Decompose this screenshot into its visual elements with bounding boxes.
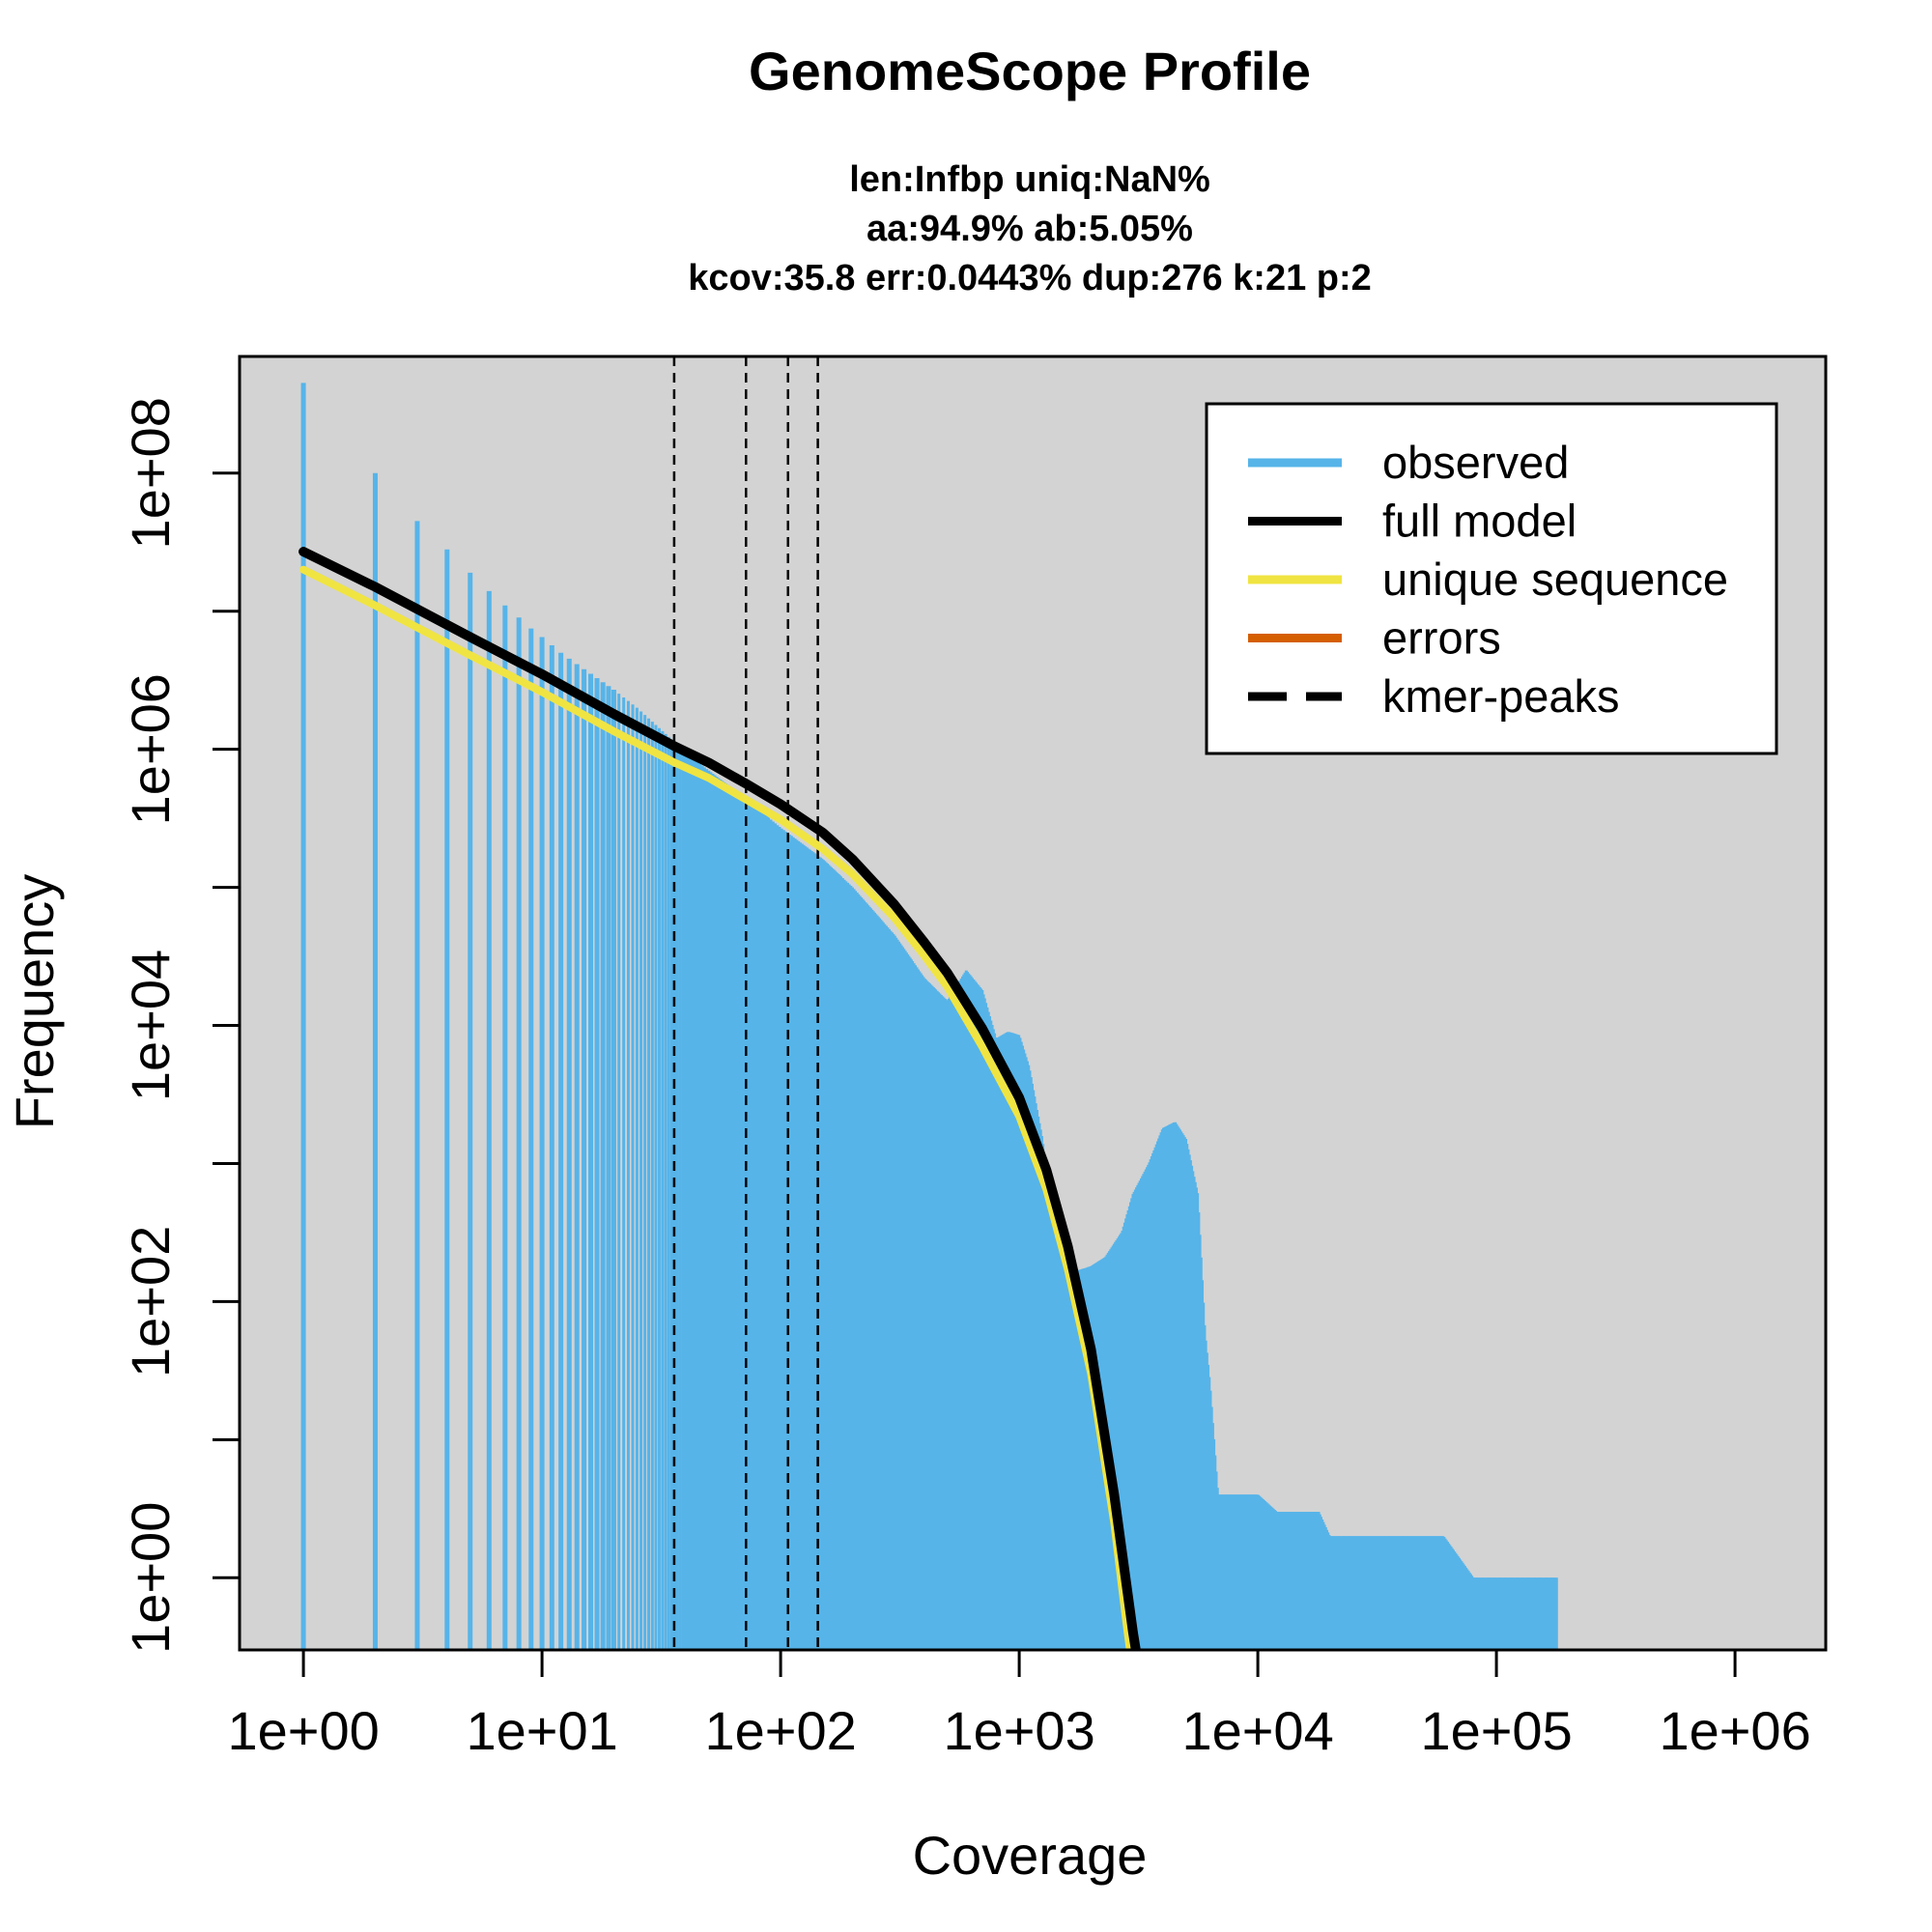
legend-label-kmer-peaks: kmer-peaks <box>1382 670 1620 722</box>
plot-frame <box>238 355 1828 1652</box>
chart-subtitle-line-3: kcov:35.8 err:0.0443% dup:276 k:21 p:2 <box>688 258 1372 298</box>
plot-content <box>298 356 1558 1650</box>
x-axis-label: Coverage <box>913 1825 1148 1886</box>
y-axis-label: Frequency <box>4 874 65 1130</box>
legend-label-errors: errors <box>1382 612 1501 664</box>
y-tick-label: 1e+04 <box>120 950 181 1101</box>
legend-label-unique-sequence: unique sequence <box>1382 554 1728 605</box>
y-tick-label: 1e+00 <box>120 1502 181 1654</box>
y-tick-label: 1e+06 <box>120 673 181 825</box>
legend-label-observed: observed <box>1382 437 1569 488</box>
x-tick-label: 1e+01 <box>466 1700 617 1761</box>
y-tick-label: 1e+08 <box>120 397 181 549</box>
chart-subtitle-line-1: len:Infbp uniq:NaN% <box>849 159 1210 200</box>
x-tick-label: 1e+03 <box>943 1700 1094 1761</box>
series-line-full-model <box>298 547 1141 1650</box>
x-tick-label: 1e+05 <box>1420 1700 1572 1761</box>
legend: observed full model unique sequence errors k… <box>1205 402 1778 755</box>
x-tick-label: 1e+02 <box>704 1700 856 1761</box>
chart-title: GenomeScope Profile <box>749 41 1311 101</box>
legend-label-full-model: full model <box>1382 496 1577 547</box>
x-tick-label: 1e+00 <box>227 1700 379 1761</box>
x-tick-label: 1e+06 <box>1659 1700 1810 1761</box>
axes: 1e+00 1e+01 1e+02 1e+03 1e+04 1e+05 1e+06 1e+00… <box>120 355 1828 1761</box>
series-line-unique-sequence <box>299 565 1134 1650</box>
chart-subtitle-line-2: aa:94.9% ab:5.05% <box>867 209 1193 249</box>
x-tick-label: 1e+04 <box>1181 1700 1333 1761</box>
y-tick-label: 1e+02 <box>120 1226 181 1378</box>
